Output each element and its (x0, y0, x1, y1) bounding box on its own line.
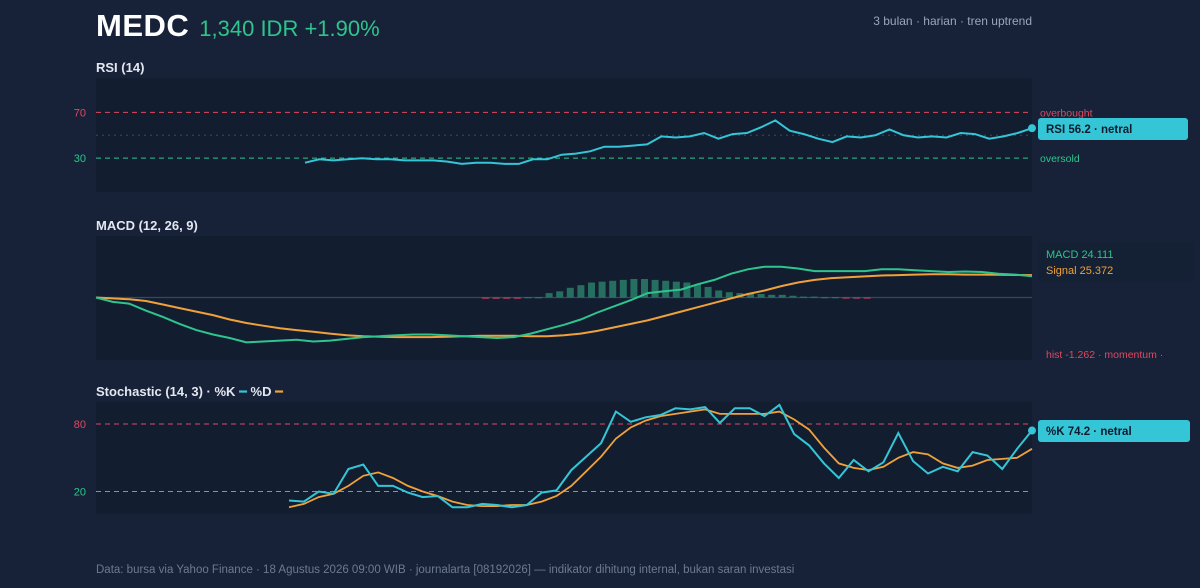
price-change: 1,340 IDR +1.90% (199, 16, 380, 41)
macd-hist-bar (842, 297, 850, 299)
d-legend-label: %D (250, 384, 272, 399)
stoch-title: Stochastic (14, 3) · %K ━ %D ━ (96, 384, 283, 400)
signal-line (95, 273, 1033, 339)
macd-hist-bar (715, 290, 723, 298)
header: MEDC 1,340 IDR +1.90% (96, 8, 380, 44)
macd-hist-bar (747, 293, 754, 298)
rsi-overbought-label: overbought (1040, 107, 1093, 119)
macd-hist-bar (757, 293, 765, 298)
macd-line (95, 265, 1033, 344)
macd-hist-bar (831, 297, 839, 299)
macd-hist-bar (503, 297, 511, 299)
stoch-tick-20: 20 (74, 487, 86, 499)
stoch-title-text: Stochastic (14, 3) · %K (96, 384, 236, 399)
macd-hist-bar (513, 297, 521, 299)
k-legend-swatch: ━ (239, 384, 247, 399)
macd-title: MACD (12, 26, 9) (96, 218, 198, 233)
rsi-title: RSI (14) (96, 60, 145, 75)
chart-meta: 3 bulan · harian · tren uptrend (873, 14, 1032, 28)
stoch-tick-80: 80 (74, 419, 86, 431)
macd-hist-bar (725, 292, 733, 298)
macd-hist-bar (545, 293, 553, 298)
rsi-oversold-label: oversold (1040, 153, 1080, 165)
macd-hist-bar (630, 279, 638, 298)
d-legend-swatch: ━ (275, 384, 283, 399)
macd-hist-bar (566, 287, 574, 298)
macd-hist-bar (789, 295, 797, 298)
rsi-value-badge (1038, 118, 1188, 140)
stoch-panel-bg (96, 402, 1032, 514)
rsi-tick-30: 30 (74, 153, 86, 165)
macd-hist-bar (641, 279, 648, 298)
macd-hist-bar (662, 280, 670, 298)
macd-legend-value: MACD 24.111 (1046, 249, 1113, 261)
macd-hist-label: hist -1.262 · momentum · (1046, 349, 1163, 361)
macd-hist-bar (778, 294, 786, 298)
stoch-value-badge (1038, 420, 1190, 442)
macd-hist-bar (619, 279, 627, 298)
macd-hist-bar (609, 280, 617, 298)
macd-hist-bar (821, 297, 829, 299)
macd-hist-bar (524, 297, 532, 299)
stoch-d-line (288, 408, 1033, 509)
macd-legend-box (1038, 242, 1194, 282)
macd-hist-bar (853, 297, 860, 299)
macd-hist-bar (588, 282, 595, 298)
rsi-last-point (1028, 124, 1036, 133)
macd-hist-bar (577, 285, 585, 298)
macd-hist-bar (492, 297, 500, 299)
rsi-line (304, 119, 1033, 165)
macd-hist-bar (598, 281, 606, 298)
macd-hist-bar (535, 297, 542, 299)
rsi-value-label: RSI 56.2 · netral (1046, 124, 1132, 136)
stoch-last-point (1028, 426, 1036, 435)
rsi-tick-70: 70 (74, 107, 86, 119)
ticker-symbol: MEDC (96, 8, 190, 43)
signal-legend-value: Signal 25.372 (1046, 265, 1113, 277)
macd-hist-bar (556, 291, 564, 298)
macd-hist-bar (863, 297, 871, 299)
stoch-k-line (288, 403, 1033, 509)
macd-hist-bar (482, 297, 489, 299)
macd-hist-bar (651, 279, 659, 298)
macd-hist-bar (800, 296, 807, 298)
macd-hist-bar (810, 296, 818, 298)
macd-hist-bar (704, 286, 712, 298)
macd-hist-bar (768, 294, 776, 298)
macd-hist-bar (694, 284, 701, 298)
footer-note: Data: bursa via Yahoo Finance · 18 Agust… (96, 564, 795, 576)
stoch-value-label: %K 74.2 · netral (1046, 426, 1132, 438)
macd-hist-bar (683, 282, 691, 298)
